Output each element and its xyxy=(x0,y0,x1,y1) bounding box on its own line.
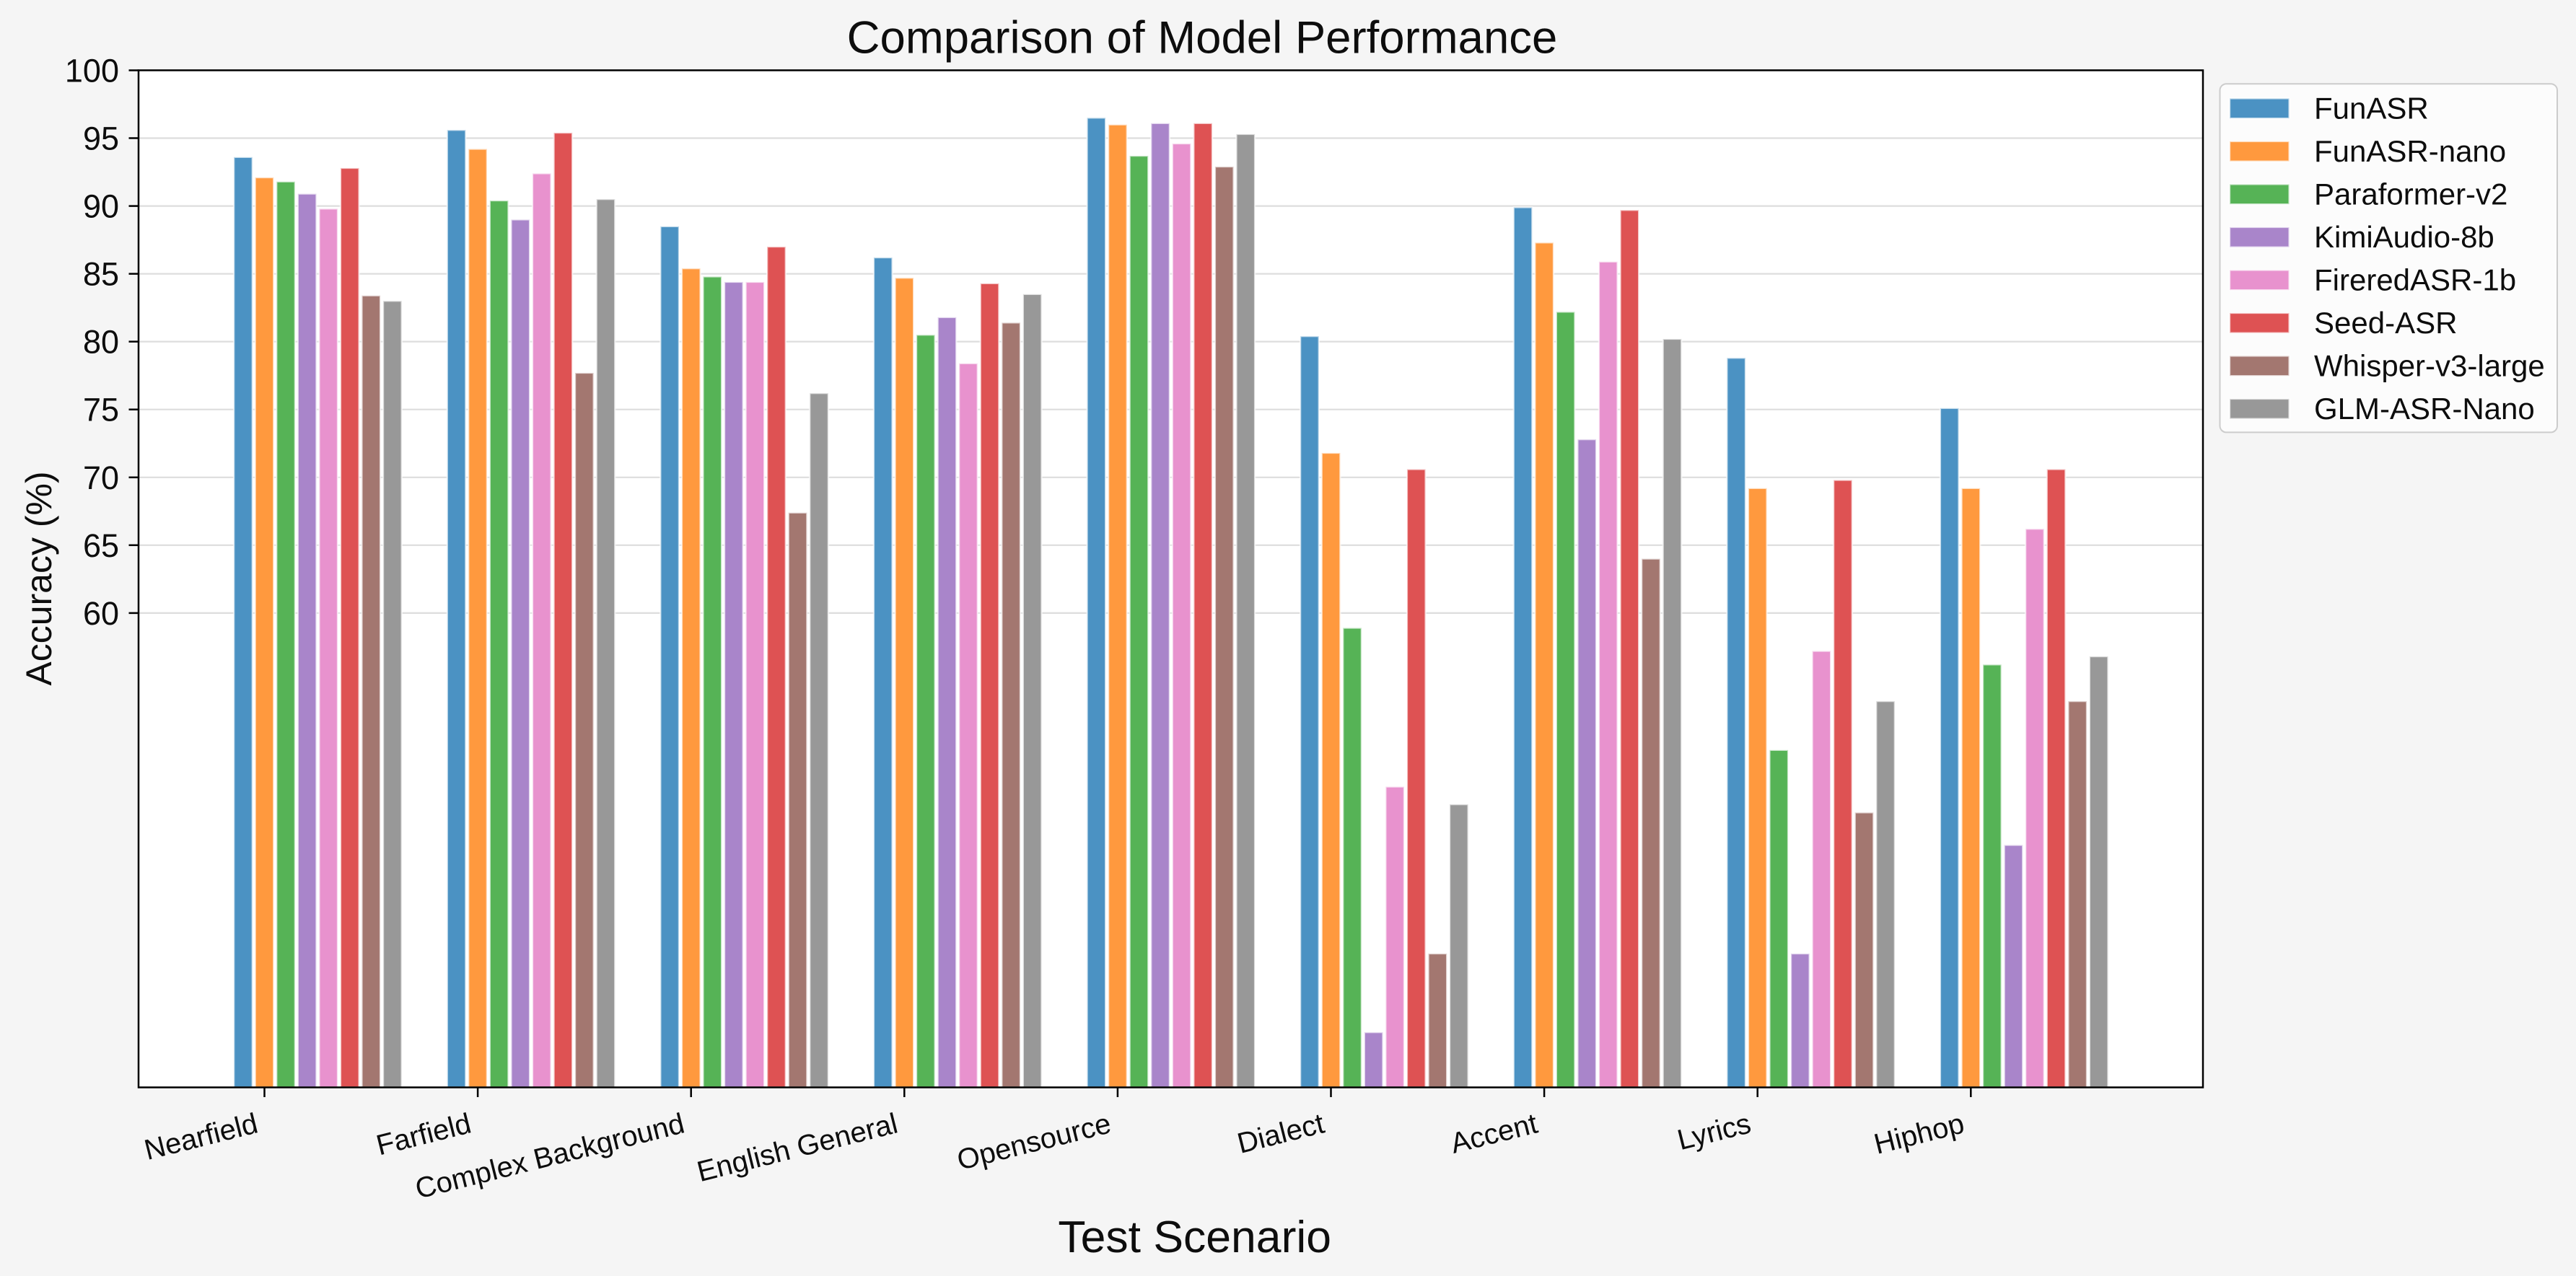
svg-text:100: 100 xyxy=(65,53,119,89)
svg-text:80: 80 xyxy=(83,324,119,361)
svg-text:95: 95 xyxy=(83,120,119,157)
svg-text:Paraformer-v2: Paraformer-v2 xyxy=(2314,177,2507,211)
svg-text:Test Scenario: Test Scenario xyxy=(1058,1212,1331,1262)
svg-text:85: 85 xyxy=(83,256,119,293)
svg-text:60: 60 xyxy=(83,595,119,632)
svg-text:FunASR: FunASR xyxy=(2314,92,2429,126)
svg-text:KimiAudio-8b: KimiAudio-8b xyxy=(2314,220,2494,254)
svg-text:70: 70 xyxy=(83,459,119,496)
svg-text:Accuracy (%): Accuracy (%) xyxy=(19,471,59,685)
svg-text:90: 90 xyxy=(83,188,119,225)
svg-text:FireredASR-1b: FireredASR-1b xyxy=(2314,263,2516,297)
svg-text:FunASR-nano: FunASR-nano xyxy=(2314,134,2506,168)
svg-text:Seed-ASR: Seed-ASR xyxy=(2314,306,2457,340)
svg-text:GLM-ASR-Nano: GLM-ASR-Nano xyxy=(2314,392,2535,426)
svg-text:Comparison of Model Performanc: Comparison of Model Performance xyxy=(847,13,1558,63)
svg-text:75: 75 xyxy=(83,392,119,428)
svg-text:Whisper-v3-large: Whisper-v3-large xyxy=(2314,349,2545,383)
svg-text:65: 65 xyxy=(83,527,119,564)
